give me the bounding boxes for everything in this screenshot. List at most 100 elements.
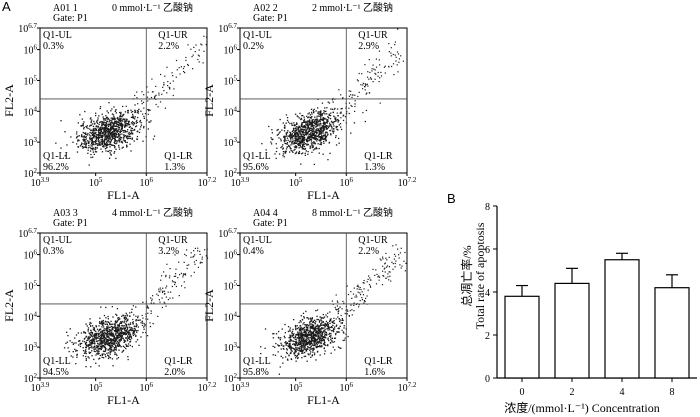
event-dot (90, 366, 92, 368)
event-dot (85, 125, 87, 128)
event-dot (130, 323, 132, 325)
event-dot (93, 346, 95, 349)
x-tick-label: 8 (670, 387, 675, 398)
event-dot (385, 257, 387, 259)
event-dot (332, 97, 334, 100)
event-dot (358, 306, 360, 308)
event-dot (400, 267, 402, 269)
event-dot (102, 344, 104, 347)
event-dot (107, 117, 109, 120)
event-dot (401, 265, 403, 267)
event-dot (76, 356, 78, 358)
event-dot (320, 118, 322, 120)
event-dot (318, 325, 321, 327)
quadrant-ur-name: Q1-UR (158, 30, 188, 41)
event-dot (85, 359, 87, 361)
event-dot (116, 327, 118, 329)
event-dot (335, 120, 337, 122)
event-dot (340, 126, 342, 128)
event-dot (112, 332, 114, 334)
event-dot (122, 333, 124, 335)
event-dot (329, 122, 331, 124)
event-dot (109, 152, 111, 154)
event-dot (94, 139, 97, 142)
event-dot (107, 118, 109, 121)
event-dot (291, 141, 293, 143)
event-dot (100, 131, 102, 134)
event-dot (90, 346, 92, 349)
event-dot (375, 283, 378, 285)
event-dot (76, 131, 78, 133)
event-dot (104, 125, 107, 127)
event-dot (388, 266, 390, 268)
event-dot (147, 91, 149, 93)
event-dot (129, 135, 131, 138)
event-dot (99, 322, 101, 324)
event-dot (163, 82, 165, 84)
event-dot (91, 343, 93, 345)
event-dot (193, 261, 195, 263)
y-tick-label: 106 (224, 44, 238, 57)
event-dot (298, 126, 300, 128)
event-dot (321, 113, 324, 115)
event-dot (362, 112, 364, 114)
event-dot (185, 255, 187, 257)
event-dot (310, 127, 312, 129)
event-dot (97, 134, 99, 136)
event-dot (93, 338, 96, 341)
event-dot (291, 330, 294, 333)
event-dot (312, 336, 314, 338)
event-dot (298, 353, 300, 356)
y-tick-label: 104 (224, 310, 238, 323)
event-dot (314, 116, 316, 118)
event-dot (295, 357, 297, 359)
event-dot (324, 332, 326, 334)
event-dot (294, 125, 296, 127)
event-dot (363, 302, 365, 304)
event-dot (121, 331, 123, 333)
event-dot (289, 340, 291, 343)
event-dot (362, 294, 365, 296)
event-dot (88, 340, 91, 342)
event-dot (112, 333, 114, 336)
event-dot (122, 350, 124, 352)
event-dot (201, 44, 203, 46)
event-dot (303, 145, 306, 148)
event-dot (265, 149, 267, 151)
event-dot (108, 134, 110, 136)
event-dot (120, 322, 123, 324)
event-dot (102, 324, 104, 326)
quadrant-ll-value: 95.8% (243, 367, 269, 378)
event-dot (146, 96, 149, 98)
event-dot (136, 331, 138, 333)
event-dot (104, 354, 106, 356)
event-dot (101, 124, 103, 126)
event-dot (325, 320, 328, 323)
event-dot (143, 117, 145, 119)
event-dot (324, 117, 326, 120)
event-dot (124, 129, 126, 132)
event-dot (116, 344, 119, 346)
event-dot (332, 320, 334, 322)
event-dot (118, 120, 120, 122)
event-dot (130, 328, 132, 330)
event-dot (287, 121, 290, 123)
event-dot (307, 343, 309, 345)
event-dot (310, 323, 312, 325)
event-dot (124, 319, 126, 321)
event-dot (107, 339, 110, 342)
event-dot (111, 332, 113, 334)
event-dot (94, 127, 96, 129)
event-dot (132, 333, 134, 335)
event-dot (333, 331, 335, 333)
event-dot (301, 134, 303, 136)
event-dot (115, 313, 117, 315)
quadrant-ul-value: 0.3% (43, 41, 64, 52)
event-dot (183, 281, 185, 283)
event-dot (144, 113, 147, 115)
event-dot (323, 117, 325, 119)
event-dot (152, 295, 154, 297)
event-dot (335, 135, 337, 137)
event-dot (327, 329, 329, 331)
event-dot (320, 324, 322, 326)
